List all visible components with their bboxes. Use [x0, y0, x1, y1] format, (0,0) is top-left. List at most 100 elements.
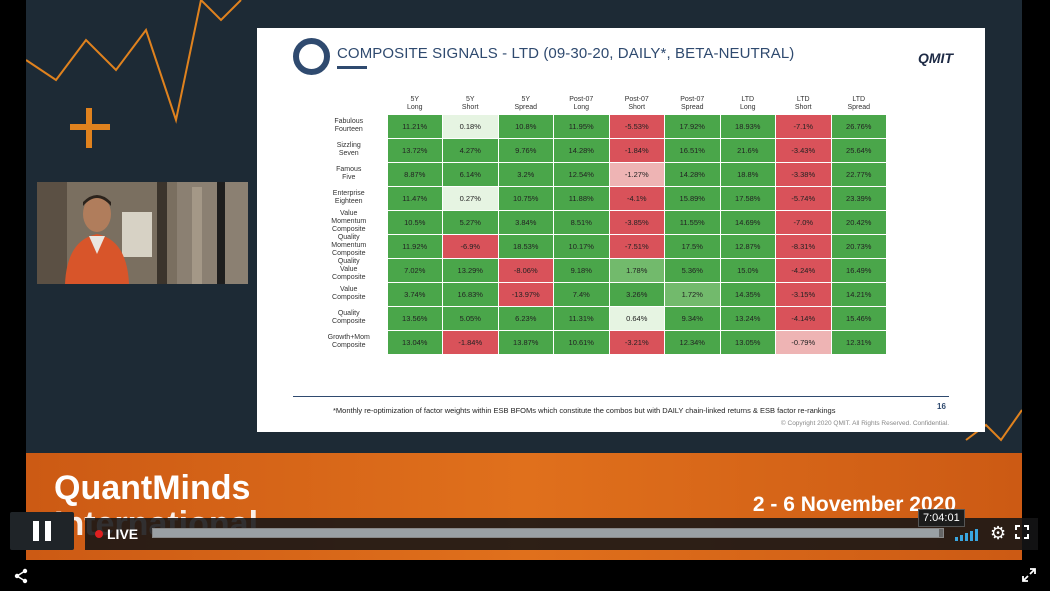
table-cell: -3.15% [775, 281, 832, 307]
table-cell: 16.51% [664, 137, 721, 163]
table-cell: -1.27% [608, 161, 665, 187]
table-cell: 0.18% [442, 113, 499, 139]
table-cell: 18.8% [719, 161, 776, 187]
table-row: Sizzling Seven 13.72% 4.27% 9.76% 14.28% -1.8… [315, 137, 887, 163]
table-cell: 13.72% [386, 137, 443, 163]
table-row: Growth+Mom Composite 13.04% -1.84% 13.87% 10… [315, 329, 887, 355]
table-cell: 14.28% [553, 137, 610, 163]
progress-fill [153, 529, 940, 537]
table-cell: 14.69% [719, 209, 776, 235]
column-header: Post-07 Short [624, 95, 649, 111]
table-cell: 1.78% [608, 257, 665, 283]
column-header: LTD Long [739, 95, 756, 111]
bottom-bar [0, 560, 1050, 591]
table-cell: 16.83% [442, 281, 499, 307]
table-cell: 15.46% [830, 305, 887, 331]
table-cell: 11.47% [386, 185, 443, 211]
table-cell: 9.34% [664, 305, 721, 331]
table-cell: -7.1% [775, 113, 832, 139]
table-cell: -3.21% [608, 329, 665, 355]
table-cell: -3.85% [608, 209, 665, 235]
plus-logo-icon [70, 108, 110, 148]
background-decoration [26, 0, 1022, 442]
table-cell: 22.77% [830, 161, 887, 187]
row-label: Fabulous Fourteen [334, 118, 364, 133]
presenter-webcam [37, 182, 248, 284]
corner-cell [315, 88, 387, 114]
table-cell: 12.34% [664, 329, 721, 355]
table-cell: 15.0% [719, 257, 776, 283]
table-cell: 25.64% [830, 137, 887, 163]
table-cell: 9.76% [497, 137, 554, 163]
table-row: Enterprise Eighteen 11.47% 0.27% 10.75% 11.8… [315, 185, 887, 211]
row-label: Value Composite [332, 286, 366, 301]
table-cell: -3.43% [775, 137, 832, 163]
live-dot-icon [95, 530, 103, 538]
table-cell: 10.8% [497, 113, 554, 139]
table-cell: 5.27% [442, 209, 499, 235]
video-frame[interactable]: COMPOSITE SIGNALS - LTD (09-30-20, DAILY… [26, 0, 1022, 560]
table-cell: -5.74% [775, 185, 832, 211]
table-cell: 11.88% [553, 185, 610, 211]
time-tooltip: 7:04:01 [918, 509, 965, 527]
live-label[interactable]: LIVE [107, 526, 139, 542]
table-cell: 3.26% [608, 281, 665, 307]
table-cell: 11.95% [553, 113, 610, 139]
table-cell: -7.51% [608, 233, 665, 259]
table-cell: 26.76% [830, 113, 887, 139]
table-row: Fabulous Fourteen 11.21% 0.18% 10.8% 11.95% -… [315, 113, 887, 139]
table-cell: -4.14% [775, 305, 832, 331]
table-cell: 13.05% [719, 329, 776, 355]
fullscreen-icon[interactable] [1015, 525, 1029, 539]
progress-bar[interactable] [152, 528, 944, 538]
row-label: Enterprise Eighteen [332, 190, 365, 205]
expand-icon[interactable] [1022, 568, 1036, 582]
row-label: Quality Value Composite [332, 258, 366, 281]
column-header: LTD Spread [847, 95, 871, 111]
table-cell: 10.75% [497, 185, 554, 211]
table-cell: -5.53% [608, 113, 665, 139]
table-cell: 3.84% [497, 209, 554, 235]
column-header: 5Y Spread [514, 95, 538, 111]
table-cell: 17.58% [719, 185, 776, 211]
table-cell: 7.4% [553, 281, 610, 307]
table-cell: 14.35% [719, 281, 776, 307]
table-cell: -1.84% [442, 329, 499, 355]
page-number: 16 [937, 402, 946, 411]
column-header: Post-07 Spread [680, 95, 705, 111]
column-header: LTD Short [794, 95, 812, 111]
table-cell: 20.42% [830, 209, 887, 235]
pause-icon [33, 521, 39, 541]
table-cell: 20.73% [830, 233, 887, 259]
table-cell: 13.29% [442, 257, 499, 283]
table-cell: 1.72% [664, 281, 721, 307]
table-cell: 13.56% [386, 305, 443, 331]
row-label: Quality Composite [332, 310, 366, 325]
table-cell: 15.89% [664, 185, 721, 211]
signals-table: 5Y Long 5Y Short 5Y Spread Post-07 Long Post… [315, 88, 887, 355]
presenter-image [37, 182, 248, 284]
row-label: Sizzling Seven [336, 142, 361, 157]
table-cell: -3.38% [775, 161, 832, 187]
table-row: Famous Five 8.87% 6.14% 3.2% 12.54% -1.27% 14.… [315, 161, 887, 187]
gear-icon[interactable]: ⚙ [990, 523, 1007, 543]
table-cell: -8.31% [775, 233, 832, 259]
table-cell: 5.36% [664, 257, 721, 283]
table-cell: 18.93% [719, 113, 776, 139]
row-label: Quality Momentum Composite [331, 234, 367, 257]
table-cell: 10.5% [386, 209, 443, 235]
table-row: Quality Value Composite 7.02% 13.29% -8.06%… [315, 257, 887, 283]
footer-rule [293, 396, 949, 397]
column-header: 5Y Long [406, 95, 423, 111]
table-row: Value Composite 3.74% 16.83% -13.97% 7.4% 3.2… [315, 281, 887, 307]
footnote: *Monthly re-optimization of factor weigh… [333, 406, 836, 415]
slide-title: COMPOSITE SIGNALS - LTD (09-30-20, DAILY… [337, 45, 795, 62]
table-cell: 12.31% [830, 329, 887, 355]
table-cell: 11.92% [386, 233, 443, 259]
pause-button[interactable] [10, 512, 74, 550]
signal-strength-icon[interactable] [955, 527, 981, 541]
share-icon[interactable] [13, 568, 29, 584]
table-cell: 5.05% [442, 305, 499, 331]
table-cell: -8.06% [497, 257, 554, 283]
presentation-slide: COMPOSITE SIGNALS - LTD (09-30-20, DAILY… [257, 28, 985, 432]
